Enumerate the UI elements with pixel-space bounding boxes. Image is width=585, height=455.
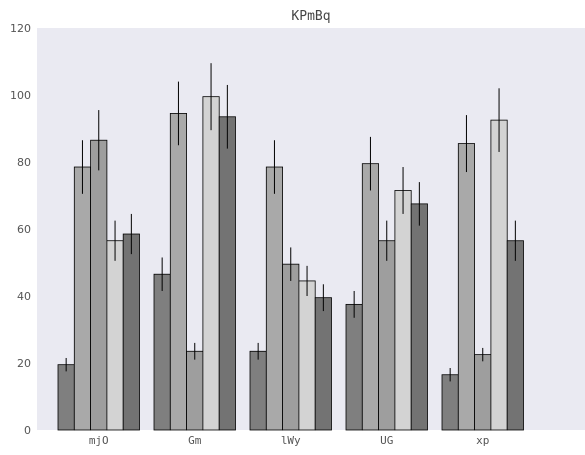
bar bbox=[506, 240, 524, 431]
y-tick-label: 0 bbox=[24, 424, 31, 437]
bar bbox=[474, 354, 492, 431]
bar bbox=[282, 263, 300, 431]
y-tick-label: 120 bbox=[10, 22, 31, 35]
y-tick-label: 20 bbox=[17, 357, 31, 370]
bar bbox=[378, 240, 396, 431]
chart-title: KPmBq bbox=[291, 9, 330, 24]
y-tick-label: 40 bbox=[17, 290, 31, 303]
bar bbox=[361, 163, 379, 431]
bar bbox=[249, 350, 267, 431]
x-tick-label: xp bbox=[476, 434, 489, 447]
x-axis: mjO Gm lWy UG xp bbox=[89, 434, 490, 447]
y-tick-label: 60 bbox=[17, 223, 31, 236]
y-axis: 0 20 40 60 80 100 120 bbox=[10, 22, 31, 437]
y-tick-label: 100 bbox=[10, 89, 31, 102]
x-tick-label: UG bbox=[380, 434, 393, 447]
bar bbox=[106, 240, 124, 431]
bar bbox=[490, 119, 508, 431]
bar bbox=[457, 143, 475, 431]
bar bbox=[314, 297, 332, 431]
errorbars-group bbox=[65, 63, 516, 382]
bar bbox=[202, 96, 220, 431]
bar bbox=[298, 280, 316, 431]
bar bbox=[169, 113, 188, 431]
bar bbox=[218, 116, 236, 431]
bar bbox=[90, 139, 108, 431]
x-tick-label: mjO bbox=[89, 434, 109, 447]
bar bbox=[57, 364, 75, 431]
bar bbox=[345, 303, 363, 431]
bar bbox=[265, 166, 283, 431]
bar bbox=[441, 374, 459, 431]
bar bbox=[186, 350, 204, 431]
bar bbox=[122, 233, 140, 431]
y-tick-label: 80 bbox=[17, 156, 31, 169]
bar bbox=[73, 166, 92, 431]
x-tick-label: lWy bbox=[281, 434, 301, 447]
x-tick-label: Gm bbox=[188, 434, 202, 447]
bar bbox=[410, 203, 428, 431]
bar bbox=[153, 273, 171, 431]
bar bbox=[394, 190, 412, 431]
